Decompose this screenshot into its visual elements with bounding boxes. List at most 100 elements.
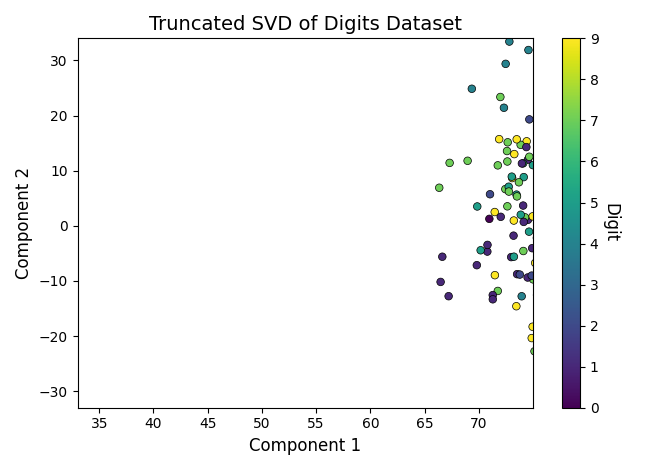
Point <box>609 381 620 389</box>
Point <box>566 55 577 63</box>
Point <box>639 414 649 421</box>
Point <box>577 232 588 240</box>
Point <box>625 417 636 425</box>
Point <box>612 358 623 366</box>
Point <box>559 189 570 197</box>
Point <box>627 204 638 212</box>
Point <box>590 16 600 23</box>
Point <box>632 217 642 225</box>
Point <box>653 101 662 108</box>
Point <box>553 50 563 58</box>
Point <box>562 46 573 53</box>
Point <box>484 215 495 223</box>
Point <box>570 322 581 329</box>
Point <box>518 202 528 209</box>
Point <box>639 246 650 254</box>
Point <box>630 58 640 65</box>
Point <box>544 0 554 1</box>
Point <box>568 347 579 355</box>
Point <box>620 285 630 292</box>
Point <box>554 212 565 219</box>
Point <box>540 358 551 365</box>
Point <box>643 255 654 262</box>
Point <box>607 206 618 213</box>
Point <box>651 332 661 340</box>
Point <box>606 276 617 284</box>
Point <box>638 3 648 11</box>
Point <box>528 275 538 283</box>
Point <box>655 304 662 312</box>
Point <box>617 127 628 134</box>
Point <box>580 354 591 361</box>
Point <box>605 188 616 196</box>
Point <box>592 110 602 118</box>
Point <box>653 200 662 208</box>
Point <box>617 434 628 442</box>
Point <box>615 235 626 243</box>
Point <box>574 224 585 231</box>
Point <box>577 400 588 407</box>
Point <box>584 162 594 170</box>
Point <box>630 95 640 103</box>
Point <box>611 235 622 243</box>
Point <box>651 118 662 125</box>
Point <box>591 330 601 337</box>
Point <box>660 338 662 346</box>
Point <box>601 8 612 16</box>
Point <box>594 59 605 67</box>
Point <box>571 97 582 104</box>
Point <box>583 53 593 61</box>
Point <box>532 234 542 242</box>
Point <box>647 75 658 82</box>
Point <box>578 229 589 236</box>
Point <box>618 18 629 25</box>
Point <box>557 161 567 168</box>
Point <box>577 36 587 44</box>
Point <box>597 107 608 115</box>
Point <box>653 187 662 195</box>
Point <box>656 130 662 137</box>
Point <box>613 356 624 363</box>
Point <box>649 156 660 163</box>
Point <box>547 234 557 241</box>
Point <box>643 257 654 264</box>
Point <box>514 271 525 278</box>
Point <box>563 410 574 418</box>
Point <box>489 208 500 216</box>
Point <box>645 407 655 414</box>
Point <box>618 231 628 238</box>
Point <box>598 402 609 409</box>
Point <box>610 221 620 228</box>
Point <box>616 351 626 359</box>
Point <box>600 339 611 347</box>
Point <box>472 203 483 210</box>
Point <box>534 124 545 132</box>
Point <box>600 84 610 92</box>
Point <box>574 175 585 183</box>
Point <box>553 444 564 451</box>
Point <box>523 46 534 54</box>
Point <box>631 166 641 174</box>
Point <box>650 202 661 209</box>
Point <box>661 396 662 404</box>
Point <box>624 142 635 149</box>
Point <box>592 290 602 298</box>
Point <box>569 286 579 294</box>
Point <box>536 289 546 296</box>
Point <box>635 376 645 383</box>
Point <box>630 342 640 350</box>
Point <box>638 381 649 389</box>
Point <box>628 370 639 377</box>
Point <box>618 341 628 349</box>
Point <box>542 285 553 293</box>
Point <box>651 308 661 316</box>
Point <box>589 94 600 101</box>
Point <box>600 24 611 31</box>
Point <box>653 208 662 215</box>
Point <box>583 243 594 250</box>
Point <box>644 193 655 201</box>
Point <box>643 114 653 121</box>
Point <box>592 349 602 356</box>
Point <box>512 270 522 278</box>
Point <box>651 169 662 176</box>
